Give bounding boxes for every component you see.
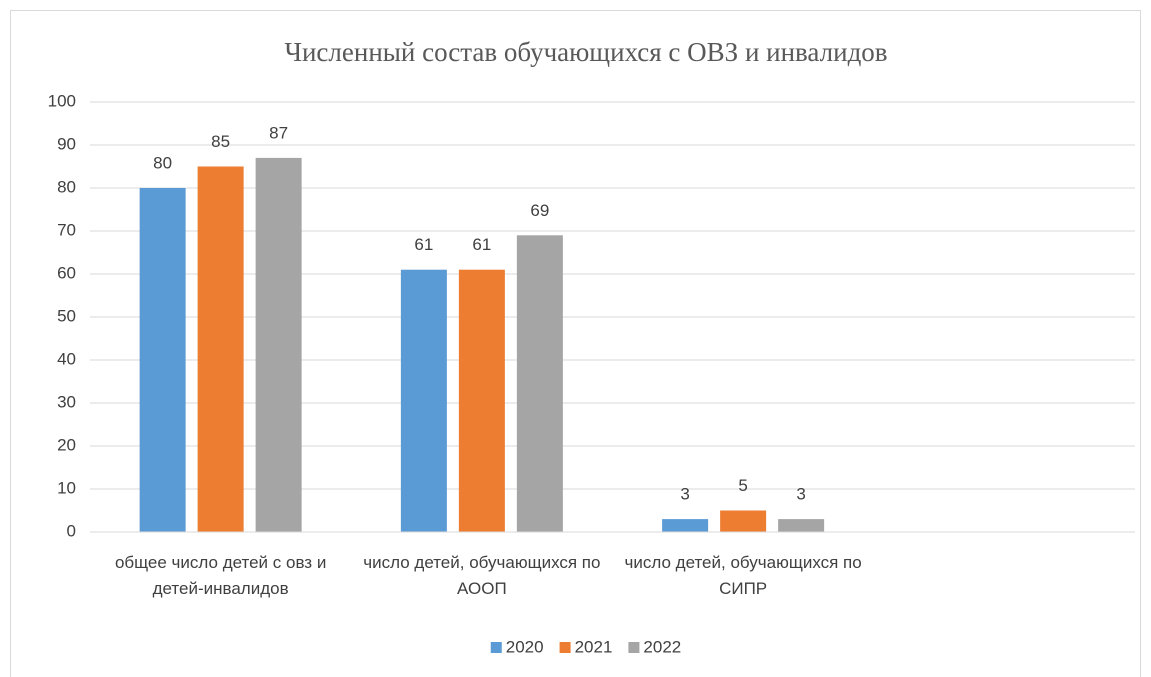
bar	[400, 269, 447, 532]
y-tick-label: 80	[57, 177, 76, 196]
legend-label: 2020	[506, 637, 544, 656]
y-tick-label: 10	[57, 478, 76, 497]
data-label: 80	[153, 153, 172, 172]
legend-label: 2021	[575, 637, 613, 656]
legend-swatch	[490, 642, 502, 653]
legend-swatch	[559, 642, 571, 653]
y-tick-label: 100	[48, 91, 76, 110]
y-tick-label: 70	[57, 220, 76, 239]
y-tick-label: 30	[57, 392, 76, 411]
bar	[516, 235, 563, 533]
data-label: 61	[414, 235, 433, 254]
bar	[255, 157, 302, 532]
bar	[197, 166, 244, 532]
data-label: 69	[530, 201, 549, 220]
bar	[720, 510, 767, 532]
data-label: 5	[738, 476, 747, 495]
legend-swatch	[628, 642, 640, 653]
x-tick-label: общее число детей с овз и детей-инвалидов	[115, 553, 326, 598]
y-tick-label: 0	[67, 521, 76, 540]
chart-title: Численный состав обучающихся с ОВЗ и инв…	[284, 37, 887, 67]
y-tick-label: 50	[57, 306, 76, 325]
bar	[662, 519, 709, 532]
x-tick-label: число детей, обучающихся по АООП	[363, 553, 600, 598]
legend: 2020 2021 2022	[490, 637, 681, 656]
bar	[139, 188, 186, 532]
y-tick-label: 90	[57, 134, 76, 153]
legend-label: 2022	[643, 637, 681, 656]
bar	[778, 519, 825, 532]
y-tick-label: 60	[57, 263, 76, 282]
data-label: 61	[472, 235, 491, 254]
data-label: 87	[269, 123, 288, 142]
data-label: 85	[211, 132, 230, 151]
data-label: 3	[796, 485, 805, 504]
y-tick-label: 20	[57, 435, 76, 454]
y-tick-label: 40	[57, 349, 76, 368]
data-label: 3	[680, 485, 689, 504]
bar	[458, 269, 505, 532]
x-tick-label: число детей, обучающихся по СИПР	[625, 553, 862, 598]
